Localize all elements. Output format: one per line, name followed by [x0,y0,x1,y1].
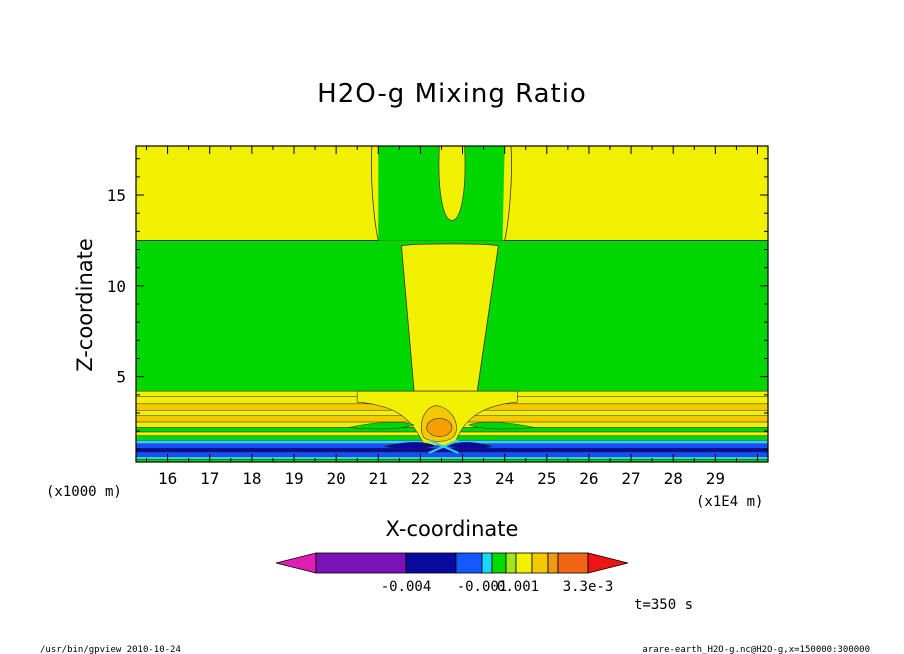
x-tick-label: 22 [411,469,430,488]
central-yellow-column [401,243,499,392]
x-tick-label: 23 [453,469,472,488]
x-tick-label: 28 [664,469,683,488]
y-axis-label: Z-coordinate [73,238,97,372]
footer-right: arare-earth_H2O-g.nc@H2O-g,x=150000:3000… [642,645,870,654]
colorbar-segment [515,552,533,574]
x-tick-label: 25 [537,469,556,488]
x-tick-label: 19 [284,469,303,488]
colorbar-segment [455,552,483,574]
upper-right-contour [504,146,768,241]
y-tick-label: 5 [116,368,126,387]
axis-ticks [136,146,768,462]
x-tick-label: 24 [495,469,514,488]
x-tick-label: 26 [579,469,598,488]
orange-core [426,418,453,437]
colorbar-label: 3.3e-3 [563,579,614,595]
x-tick-label: 16 [158,469,177,488]
left-blue-core [384,442,436,450]
footer-left: /usr/bin/gpview 2010-10-24 [40,645,181,654]
x-unit-label: (x1E4 m) [696,494,763,510]
contour-field [136,146,768,462]
colorbar-segment [547,552,559,574]
x-tick-label: 27 [621,469,640,488]
upper-left-contour [136,146,379,241]
colorbar-label: -0.004 [381,579,432,595]
central-cross [428,439,459,454]
colorbar-label: 0.001 [497,579,539,595]
x-axis-label: X-coordinate [386,517,519,541]
x-tick-labels: 16 17 18 19 20 21 22 23 24 25 26 27 28 29 [158,469,725,488]
y-tick-labels: 5 10 15 [107,186,126,387]
colorbar-segment [505,552,517,574]
colorbar [275,552,629,574]
x-tick-label: 29 [706,469,725,488]
colorbar-segment [491,552,507,574]
y-unit-label: (x1000 m) [46,484,122,500]
colorbar-label: -0.001 [457,579,508,595]
colorbar-segment [405,552,457,574]
x-tick-label: 21 [369,469,388,488]
colorbar-segment [315,552,407,574]
right-green-wedge [468,421,535,430]
colorbar-low-arrow [275,552,317,574]
top-yellow-tongue [438,146,466,221]
time-label: t=350 s [634,597,693,613]
colorbar-segment [531,552,549,574]
colorbar-segment [557,552,589,574]
left-green-wedge [348,421,415,430]
colorbar-segment [481,552,493,574]
x-tick-label: 18 [242,469,261,488]
y-tick-label: 10 [107,277,126,296]
x-tick-label: 20 [327,469,346,488]
x-tick-label: 17 [200,469,219,488]
chart-title: H2O-g Mixing Ratio [317,79,587,109]
colorbar-high-arrow [587,552,629,574]
y-tick-label: 15 [107,186,126,205]
